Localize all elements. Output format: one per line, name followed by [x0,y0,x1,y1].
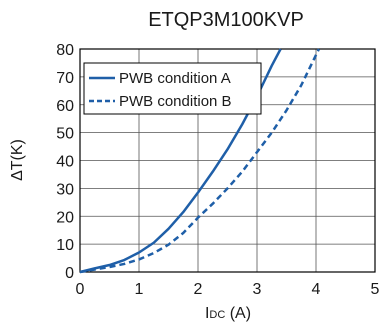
legend-label-b: PWB condition B [119,93,232,110]
x-axis-label: IDC (A) [205,305,251,322]
y-tick-label: 50 [56,126,74,143]
legend: PWB condition A PWB condition B [83,62,262,115]
y-tick-label: 20 [56,209,74,226]
y-tick-label: 30 [56,181,74,198]
x-axis-label-sub: DC [209,309,225,321]
chart-title: ETQP3M100KVP [148,9,304,31]
x-tick-label: 3 [253,281,262,298]
legend-label-a: PWB condition A [119,70,231,87]
y-tick-label: 70 [56,70,74,87]
x-tick-labels: 0 1 2 3 4 5 [76,281,380,298]
x-axis-label-main: I [205,305,209,322]
y-tick-label: 80 [56,42,74,59]
y-tick-label: 10 [56,237,74,254]
x-tick-label: 2 [194,281,203,298]
x-tick-label: 5 [371,281,380,298]
y-tick-label: 60 [56,98,74,115]
y-axis-label: ΔT(K) [9,139,26,181]
x-tick-label: 4 [312,281,321,298]
x-axis-label-unit: (A) [225,305,251,322]
series-line-condition-b [79,48,321,274]
x-tick-label: 0 [76,281,85,298]
y-tick-label: 40 [56,154,74,171]
x-tick-label: 1 [135,281,144,298]
y-tick-labels: 0 10 20 30 40 50 60 70 80 [56,42,74,282]
legend-box [83,62,262,115]
plot-area [79,48,376,273]
y-tick-label: 0 [65,265,74,282]
